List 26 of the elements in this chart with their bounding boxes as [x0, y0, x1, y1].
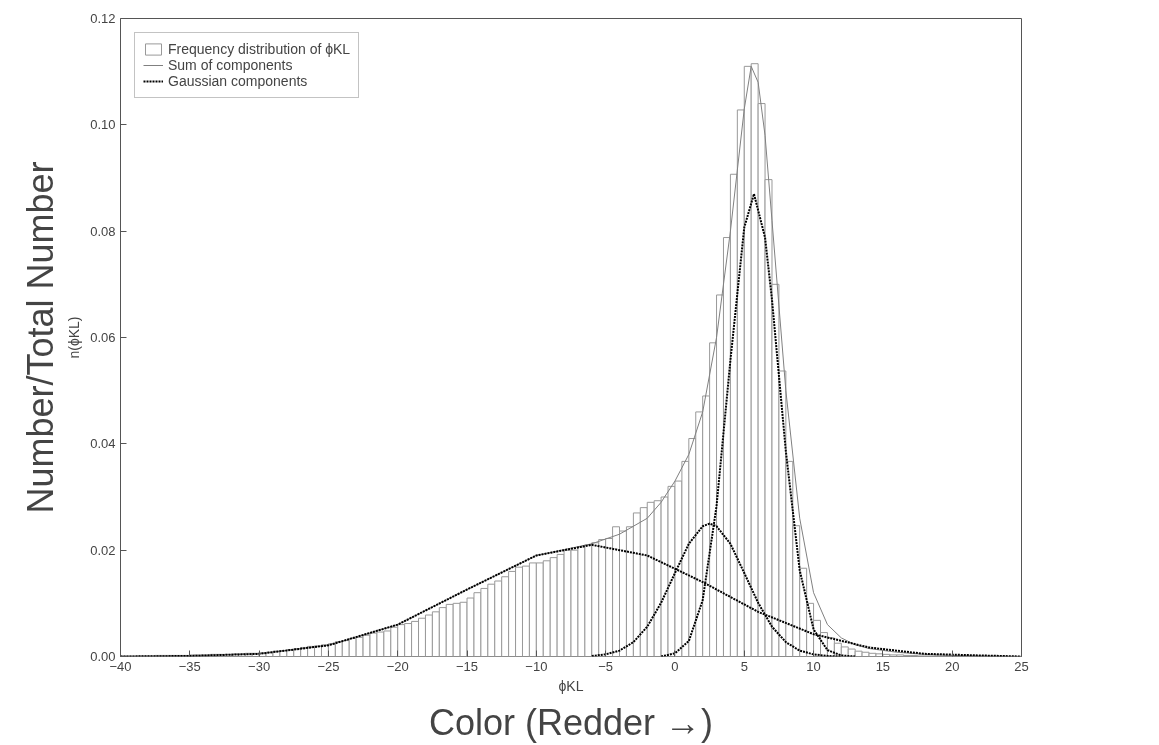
- x-axis-title: ϕKL: [558, 677, 584, 694]
- y-tick-label: 0.04: [90, 436, 116, 452]
- x-tick-label: −25: [317, 658, 340, 674]
- text: Number/Total Number: [19, 161, 61, 514]
- text: Color (Redder →): [428, 701, 714, 743]
- x-tick-label: 20: [944, 658, 960, 674]
- x-tick-label: 0: [671, 658, 679, 674]
- x-tick-label: −35: [178, 658, 201, 674]
- x-tick-label: −20: [386, 658, 409, 674]
- y-tick-label: 0.10: [90, 117, 116, 133]
- legend-label: Frequency distribution of ϕKL: [168, 41, 351, 57]
- x-tick-label: 5: [740, 658, 748, 674]
- x-tick-label: 15: [875, 658, 891, 674]
- x-tick-label: 10: [806, 658, 821, 674]
- y-tick-label: 0.02: [90, 542, 116, 558]
- x-tick-label: −5: [598, 658, 614, 674]
- legend-label: Sum of components: [168, 57, 293, 73]
- y-tick-label: 0.12: [90, 11, 116, 26]
- x-tick-label: −10: [525, 658, 548, 674]
- x-tick-label: −15: [456, 658, 479, 674]
- y-tick-label: 0.06: [90, 330, 116, 345]
- x-tick-label: −30: [248, 658, 271, 674]
- y-tick-label: 0.08: [90, 223, 116, 239]
- y-axis-title: n(ϕKL): [66, 316, 83, 359]
- x-tick-label: 25: [1014, 658, 1029, 674]
- legend-label: Gaussian components: [168, 73, 308, 89]
